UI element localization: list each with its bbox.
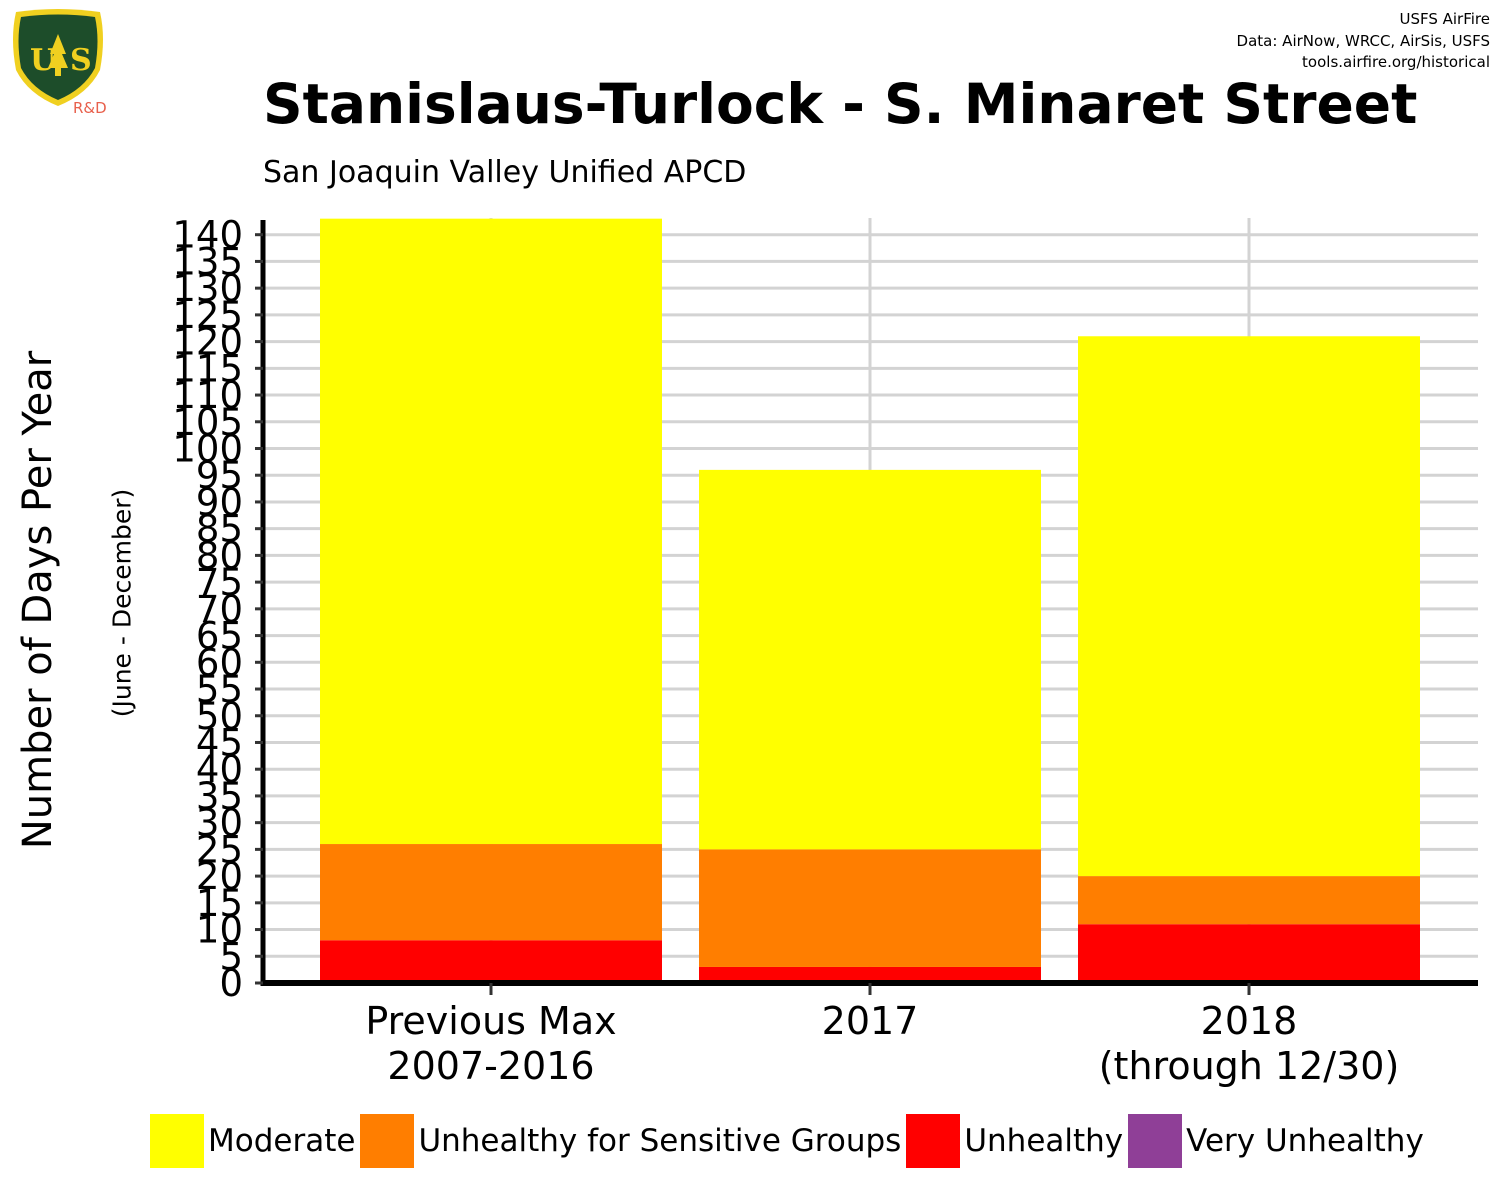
y-tick-label: 15 <box>196 882 243 925</box>
legend-item: Unhealthy <box>906 1113 1124 1168</box>
credit-line-1: USFS AirFire <box>1399 10 1490 28</box>
y-tick-label: 110 <box>172 374 243 417</box>
usfs-logo: U S <box>13 9 103 106</box>
y-tick-label: 140 <box>172 214 243 257</box>
chart-subtitle: San Joaquin Valley Unified APCD <box>263 155 747 190</box>
bar-unhealthy-for-sensitive-groups-1 <box>699 849 1041 967</box>
legend-swatch <box>1128 1113 1183 1168</box>
y-tick-label: 130 <box>172 267 243 310</box>
x-tick-label: 2017 <box>822 999 919 1043</box>
legend-item: Very Unhealthy <box>1128 1113 1424 1168</box>
y-tick-label: 30 <box>196 802 243 845</box>
legend-label: Very Unhealthy <box>1186 1122 1424 1159</box>
bar-moderate-0 <box>320 218 662 845</box>
legend-label: Unhealthy <box>964 1122 1124 1159</box>
rd-label: R&D <box>73 99 107 117</box>
y-tick-label: 115 <box>172 347 243 390</box>
y-tick-label: 0 <box>219 962 243 1005</box>
y-tick-label: 100 <box>172 428 243 471</box>
y-tick-label: 35 <box>196 775 243 818</box>
legend-label: Moderate <box>208 1122 356 1159</box>
legend-swatch <box>360 1113 415 1168</box>
chart-title: Stanislaus-Turlock - S. Minaret Street <box>263 72 1418 136</box>
y-tick-label: 65 <box>196 615 243 658</box>
x-tick-label: 2018 <box>1201 999 1298 1043</box>
legend-swatch <box>906 1113 961 1168</box>
bar-moderate-1 <box>699 469 1041 850</box>
bar-unhealthy-2 <box>1078 924 1420 983</box>
svg-text:S: S <box>70 43 92 78</box>
y-tick-label: 75 <box>196 561 243 604</box>
y-tick-label: 20 <box>196 855 243 898</box>
credit-line-2: Data: AirNow, WRCC, AirSis, USFS <box>1236 32 1490 50</box>
y-tick-label: 135 <box>172 240 243 283</box>
credit-line-3: tools.airfire.org/historical <box>1302 53 1490 71</box>
legend-item: Unhealthy for Sensitive Groups <box>360 1113 902 1168</box>
y-tick-label: 120 <box>172 321 243 364</box>
legend-label: Unhealthy for Sensitive Groups <box>418 1122 902 1159</box>
y-tick-label: 10 <box>196 909 243 952</box>
y-tick-label: 125 <box>172 294 243 337</box>
y-tick-label: 60 <box>196 641 243 684</box>
legend-swatch <box>150 1113 204 1168</box>
x-tick-label: 2007-2016 <box>387 1044 594 1088</box>
y-tick-label: 5 <box>219 935 243 978</box>
bar-unhealthy-for-sensitive-groups-2 <box>1078 876 1420 925</box>
legend-item: Moderate <box>150 1113 356 1168</box>
y-tick-label: 90 <box>196 481 243 524</box>
y-tick-label: 105 <box>172 401 243 444</box>
bar-unhealthy-0 <box>320 940 662 983</box>
y-tick-label: 40 <box>196 748 243 791</box>
y-tick-label: 70 <box>196 588 243 631</box>
legend: Moderate Unhealthy for Sensitive Groups Un… <box>150 1113 1429 1168</box>
y-tick-label: 25 <box>196 828 243 871</box>
y-tick-label: 45 <box>196 721 243 764</box>
bar-moderate-2 <box>1078 336 1420 877</box>
y-tick-label: 50 <box>196 695 243 738</box>
y-tick-label: 55 <box>196 668 243 711</box>
bar-unhealthy-for-sensitive-groups-0 <box>320 844 662 941</box>
x-tick-label: Previous Max <box>365 999 616 1043</box>
y-tick-label: 95 <box>196 454 243 497</box>
x-tick-label: (through 12/30) <box>1099 1044 1400 1088</box>
y-tick-label: 85 <box>196 508 243 551</box>
y-tick-label: 80 <box>196 534 243 577</box>
bar-unhealthy-1 <box>699 966 1041 983</box>
